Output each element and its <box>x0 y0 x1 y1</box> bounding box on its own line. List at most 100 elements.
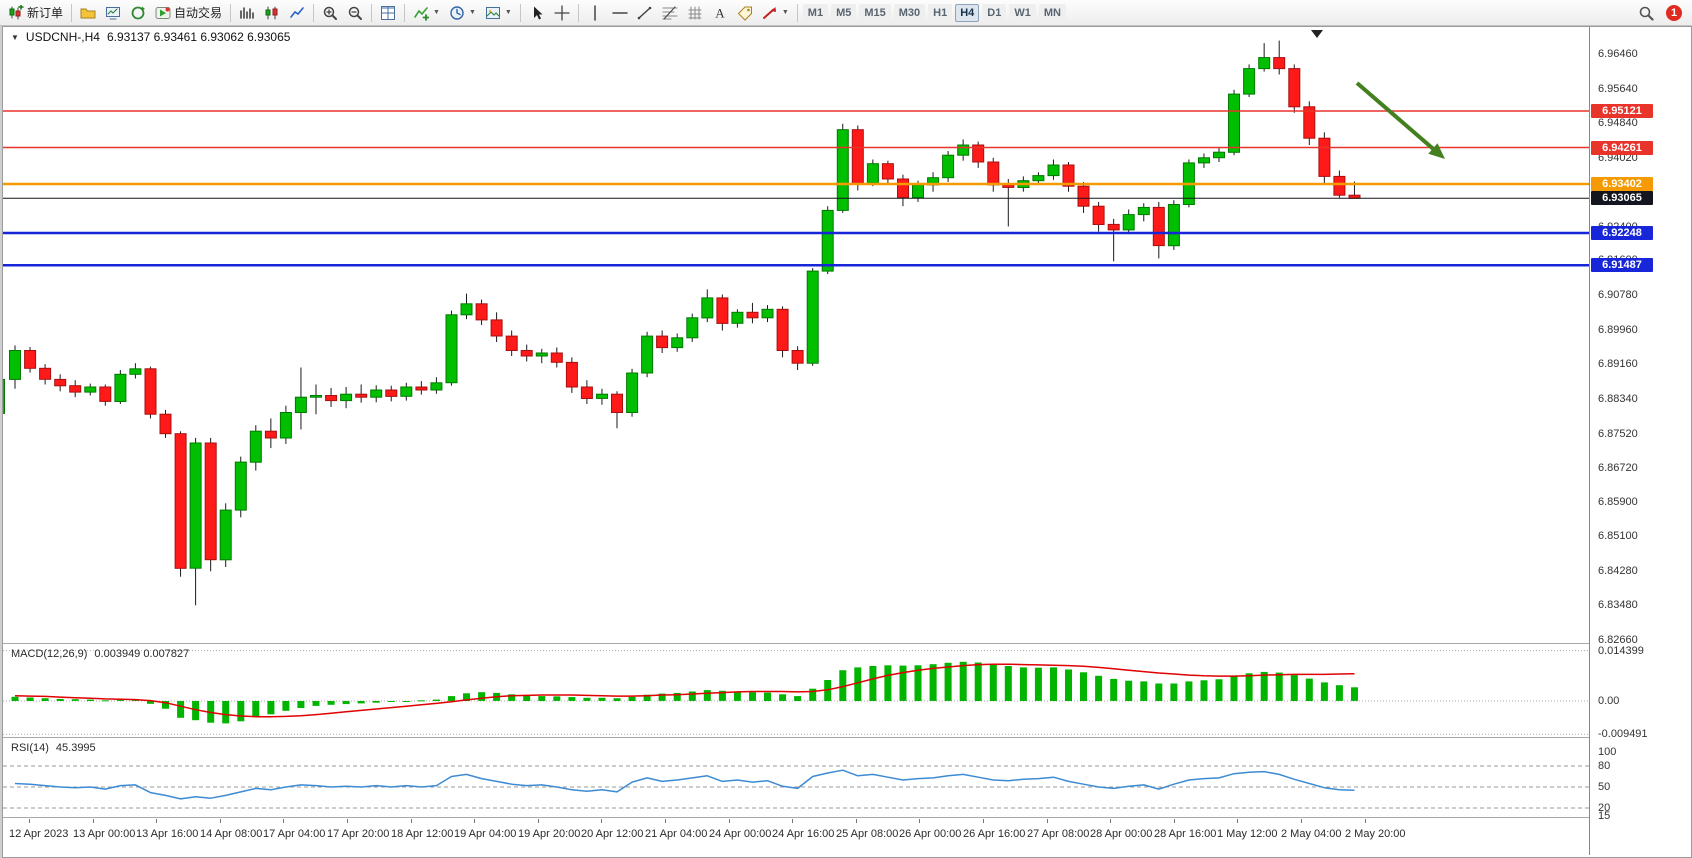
time-tick <box>283 819 284 823</box>
time-tick <box>474 819 475 823</box>
timeframe-m30[interactable]: M30 <box>893 3 926 22</box>
candle <box>535 352 548 357</box>
arrows-button[interactable]: ▼ <box>758 2 793 24</box>
search-button[interactable] <box>1634 1 1658 25</box>
trend-arrow-head <box>1428 143 1445 159</box>
macd-axis-label: 0.00 <box>1598 695 1620 707</box>
price-axis-label: 6.86720 <box>1598 462 1638 474</box>
macd-histogram-bar <box>929 664 937 701</box>
candle <box>776 308 789 351</box>
macd-histogram-bar <box>703 690 711 701</box>
candle <box>490 319 503 337</box>
main-chart-canvas[interactable] <box>3 27 1589 643</box>
toolbar-separator <box>404 3 406 22</box>
macd-signal-line <box>14 663 1355 718</box>
cursor-button[interactable] <box>525 2 549 24</box>
market-watch-icon <box>106 6 121 19</box>
crosshair-button[interactable] <box>550 2 574 24</box>
timeframe-h4[interactable]: H4 <box>955 3 980 22</box>
macd-histogram-bar <box>1125 680 1133 701</box>
indicators-button[interactable]: ▼ <box>409 2 444 24</box>
bar-chart-button[interactable] <box>235 2 259 24</box>
panel-separator[interactable] <box>3 737 1689 739</box>
candle <box>1107 223 1120 231</box>
chart-symbol-period: USDCNH-,H4 <box>25 30 100 44</box>
macd-histogram-bar <box>658 693 666 701</box>
panel-separator[interactable] <box>3 817 1689 819</box>
candle <box>1032 175 1045 182</box>
zoom-in-button[interactable] <box>318 2 342 24</box>
macd-histogram-bar <box>282 701 290 711</box>
notification-badge[interactable]: 1 <box>1666 4 1682 21</box>
timeframe-h1[interactable]: H1 <box>928 3 953 22</box>
chart-collapse-icon[interactable]: ▼ <box>11 32 19 42</box>
price-axis-label: 6.87520 <box>1598 428 1638 440</box>
candle-chart-button[interactable] <box>260 2 284 24</box>
refresh-button[interactable] <box>126 2 150 24</box>
price-axis-label: 6.85100 <box>1598 530 1638 542</box>
macd-histogram-bar <box>1034 667 1042 701</box>
time-axis-label: 18 Apr 12:00 <box>391 828 454 840</box>
candle <box>325 395 338 402</box>
zoom-out-button[interactable] <box>343 2 367 24</box>
label-button[interactable] <box>733 2 757 24</box>
macd-histogram-bar <box>779 694 787 701</box>
time-tick <box>665 819 666 823</box>
grid-button[interactable] <box>683 2 707 24</box>
vline-icon <box>594 4 596 21</box>
panel-separator[interactable] <box>3 643 1689 645</box>
rsi-axis-label: 15 <box>1598 810 1611 822</box>
timeframe-m15[interactable]: M15 <box>859 3 891 22</box>
timeframe-m1[interactable]: M1 <box>802 3 829 22</box>
candle <box>851 129 864 184</box>
macd-histogram-bar <box>357 701 365 704</box>
macd-histogram-bar <box>1019 667 1027 701</box>
tile-windows-button[interactable] <box>376 2 400 24</box>
price-axis[interactable]: 6.964606.956406.948406.940206.932206.924… <box>1589 27 1689 855</box>
time-axis-label: 2 May 04:00 <box>1281 828 1342 840</box>
timeframe-mn[interactable]: MN <box>1038 3 1066 22</box>
macd-histogram-bar <box>794 696 802 701</box>
macd-histogram-bar <box>297 701 305 708</box>
template-button[interactable]: ▼ <box>481 2 516 24</box>
profiles-button[interactable] <box>76 2 100 24</box>
trendline-button[interactable] <box>633 2 657 24</box>
autotrade-button[interactable]: 自动交易 <box>151 2 226 24</box>
candle <box>746 311 759 319</box>
candle <box>1258 57 1271 70</box>
macd-histogram-bar <box>989 663 997 701</box>
timeframe-d1[interactable]: D1 <box>982 3 1007 22</box>
hline-icon <box>612 11 628 14</box>
candle <box>866 163 879 184</box>
macd-histogram-bar <box>432 699 440 701</box>
macd-panel-canvas[interactable] <box>3 645 1589 737</box>
time-tick <box>220 819 221 823</box>
new-order-button[interactable]: 新订单 <box>4 2 67 24</box>
macd-histogram-bar <box>478 692 486 701</box>
period-button[interactable]: ▼ <box>445 2 480 24</box>
toolbar-separator <box>371 3 373 22</box>
candle <box>1303 106 1316 139</box>
line-chart-button[interactable] <box>285 2 309 24</box>
macd-histogram-bar <box>568 697 576 701</box>
macd-histogram-bar <box>1080 672 1087 701</box>
timeframe-m5[interactable]: M5 <box>831 3 857 22</box>
time-axis[interactable]: 12 Apr 2023 13 Apr 00:00 13 Apr 16:00 14 Ap… <box>3 819 1589 855</box>
toolbar-right: 1 <box>1634 1 1688 25</box>
time-axis-label: 24 Apr 00:00 <box>709 828 772 840</box>
rsi-panel-canvas[interactable] <box>3 739 1589 817</box>
candle <box>279 412 292 439</box>
candle <box>1288 68 1301 108</box>
text-button[interactable]: A <box>708 2 732 24</box>
timeframe-w1[interactable]: W1 <box>1009 3 1036 22</box>
hline-button[interactable] <box>608 2 632 24</box>
trend-arrow[interactable] <box>1355 81 1439 155</box>
market-watch-button[interactable] <box>101 2 125 24</box>
candle <box>881 163 894 180</box>
fibo-button[interactable] <box>658 2 682 24</box>
candle <box>1077 185 1090 207</box>
chart-shift-marker[interactable] <box>1311 30 1323 38</box>
tile-icon <box>381 5 396 20</box>
macd-histogram-bar <box>1245 673 1253 701</box>
vline-button[interactable] <box>583 2 607 24</box>
